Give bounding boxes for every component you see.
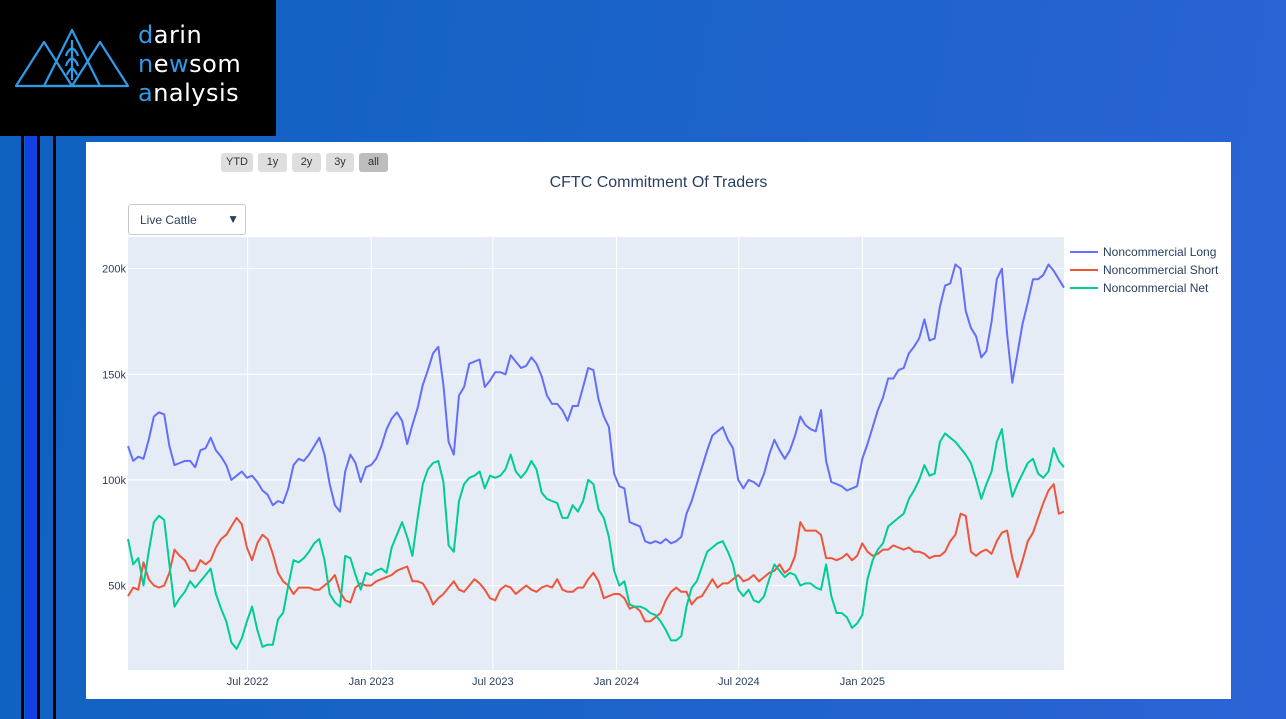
y-tick-label: 200k [102, 264, 126, 276]
plot-area [128, 237, 1064, 670]
x-tick-label: Jul 2024 [718, 676, 760, 688]
left-rail-black-2 [37, 136, 40, 719]
series-lines [127, 263, 1065, 650]
x-tick-label: Jul 2022 [227, 676, 269, 688]
brand-word-analysis: analysis [138, 79, 240, 107]
range-button-3y[interactable]: 3y [326, 153, 354, 172]
mountain-logo-icon [14, 28, 130, 88]
left-rail-blue [25, 136, 37, 719]
brand-word-newsom: newsom [138, 50, 242, 78]
series-line-2[interactable] [127, 428, 1065, 650]
series-line-1[interactable] [127, 483, 1065, 623]
legend[interactable]: Noncommercial Long Noncommercial Short Non… [1070, 245, 1219, 295]
brand-logo[interactable]: darin newsom analysis [0, 0, 276, 136]
chart-title: CFTC Commitment Of Traders [549, 174, 768, 191]
commodity-dropdown-value: Live Cattle [140, 213, 197, 227]
y-axis: 50k 100k 150k 200k [102, 264, 126, 593]
caret-down-icon: ▼ [227, 212, 239, 226]
x-tick-label: Jan 2023 [349, 676, 394, 688]
range-button-2y[interactable]: 2y [292, 153, 321, 172]
legend-label[interactable]: Noncommercial Net [1103, 281, 1209, 295]
grid-lines [128, 237, 1064, 670]
left-rail-black-3 [53, 136, 56, 719]
commodity-dropdown[interactable]: Live Cattle ▼ [128, 204, 246, 235]
brand-word-darin: darin [138, 21, 203, 49]
legend-label[interactable]: Noncommercial Short [1103, 263, 1219, 277]
legend-label[interactable]: Noncommercial Long [1103, 245, 1216, 259]
x-tick-label: Jan 2024 [594, 676, 639, 688]
range-button-all[interactable]: all [359, 153, 388, 172]
y-tick-label: 150k [102, 369, 126, 381]
range-button-1y[interactable]: 1y [258, 153, 287, 172]
y-tick-label: 100k [102, 475, 126, 487]
x-tick-label: Jul 2023 [472, 676, 514, 688]
left-rail-black-1 [21, 136, 24, 719]
range-button-ytd[interactable]: YTD [221, 153, 253, 172]
series-line-0[interactable] [127, 263, 1065, 545]
x-tick-label: Jan 2025 [840, 676, 885, 688]
y-tick-label: 50k [108, 581, 126, 593]
x-axis: Jul 2022 Jan 2023 Jul 2023 Jan 2024 Jul 2024… [227, 676, 885, 688]
